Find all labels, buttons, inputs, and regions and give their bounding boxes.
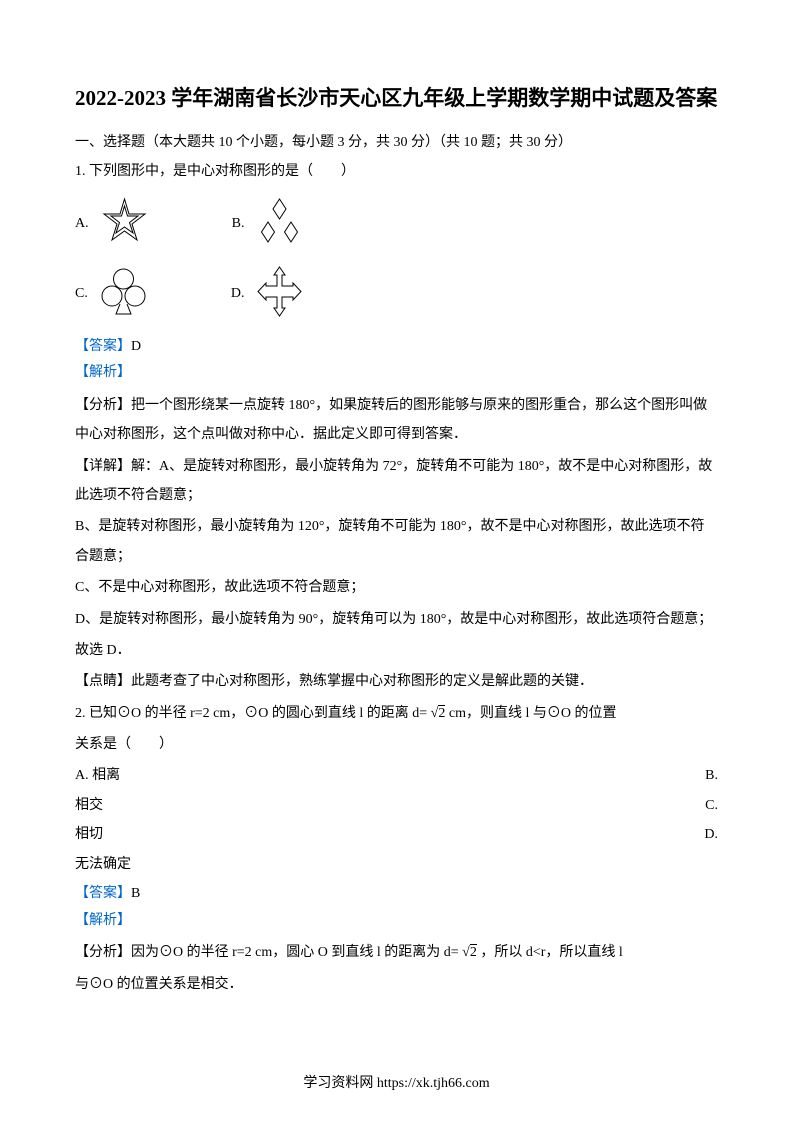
q2-answer-line: 【答案】B <box>75 881 718 908</box>
q2-option-d-label: D. <box>704 820 718 849</box>
footer-text: 学习资料网 https://xk.tjh66.com <box>0 1072 793 1092</box>
q1-text: 1. 下列图形中，是中心对称图形的是（ ） <box>75 159 718 186</box>
q2-answer-label: 【答案】 <box>75 886 131 901</box>
sqrt-icon-2: √2 <box>462 944 477 960</box>
q2-answer-value: B <box>131 886 140 901</box>
q1-dianjing: 【点睛】此题考查了中心对称图形，熟练掌握中心对称图形的定义是解此题的关键． <box>75 667 718 696</box>
q1-options-row1: A. B. <box>75 194 718 254</box>
q1-fenxi: 【分析】把一个图形绕某一点旋转 180°，如果旋转后的图形能够与原来的图形重合，… <box>75 391 718 450</box>
section-header: 一、选择题（本大题共 10 个小题，每小题 3 分，共 30 分）（共 10 题… <box>75 130 718 155</box>
arrows-icon <box>252 264 307 324</box>
q2-option-d: 无法确定 <box>75 850 718 879</box>
q1-conclusion: 故选 D． <box>75 636 718 665</box>
star-icon <box>97 194 152 254</box>
q2-text-line2: 关系是（ ） <box>75 730 718 759</box>
q2-fenxi-line1: 【分析】因为⊙O 的半径 r=2 cm，圆心 O 到直线 l 的距离为 d= √… <box>75 938 718 967</box>
q1-option-b-label: B. <box>232 216 245 232</box>
q2-fenxi1: 【分析】因为⊙O 的半径 r=2 cm，圆心 O 到直线 l 的距离为 d= <box>75 945 459 960</box>
q2-text1: 2. 已知⊙O 的半径 r=2 cm，⊙O 的圆心到直线 l 的距离 d= <box>75 706 427 721</box>
q2-option-b: 相交 <box>75 791 103 820</box>
document-title: 2022-2023 学年湖南省长沙市天心区九年级上学期数学期中试题及答案 <box>75 80 718 118</box>
q1-options-row2: C. D. <box>75 264 718 324</box>
q2-option-a: A. 相离 <box>75 761 120 790</box>
q2-option-c-line: 相切 D. <box>75 820 718 849</box>
q2-fenxi-line2: 与⊙O 的位置关系是相交． <box>75 970 718 999</box>
q2-fenxi2: ，所以 d<r，所以直线 l <box>480 945 622 960</box>
answer-value: D <box>131 339 141 354</box>
club-icon <box>96 264 151 324</box>
q1-detail-a: 【详解】解：A、是旋转对称图形，最小旋转角为 72°，旋转角不可能为 180°，… <box>75 452 718 511</box>
q1-detail-d: D、是旋转对称图形，最小旋转角为 90°，旋转角可以为 180°，故是中心对称图… <box>75 605 718 634</box>
q1-answer-line: 【答案】D <box>75 334 718 361</box>
sqrt-icon: √2 <box>431 705 446 721</box>
q1-option-c-label: C. <box>75 286 88 302</box>
diamonds-icon <box>252 194 307 254</box>
q1-option-d-label: D. <box>231 286 245 302</box>
q2-text-line1: 2. 已知⊙O 的半径 r=2 cm，⊙O 的圆心到直线 l 的距离 d= √2… <box>75 699 718 728</box>
q1-option-a-label: A. <box>75 216 89 232</box>
q2-option-a-line: A. 相离 B. <box>75 761 718 790</box>
answer-label: 【答案】 <box>75 339 131 354</box>
q2-text2: cm，则直线 l 与⊙O 的位置 <box>449 706 617 721</box>
q1-analysis-label: 【解析】 <box>75 360 718 387</box>
q1-detail-b: B、是旋转对称图形，最小旋转角为 120°，旋转角不可能为 180°，故不是中心… <box>75 512 718 571</box>
q2-option-b-label: B. <box>705 761 718 790</box>
q2-analysis-label: 【解析】 <box>75 908 718 935</box>
q1-detail-c: C、不是中心对称图形，故此选项不符合题意； <box>75 573 718 602</box>
q2-option-c-label: C. <box>705 791 718 820</box>
q2-option-b-line: 相交 C. <box>75 791 718 820</box>
q2-option-c: 相切 <box>75 820 103 849</box>
